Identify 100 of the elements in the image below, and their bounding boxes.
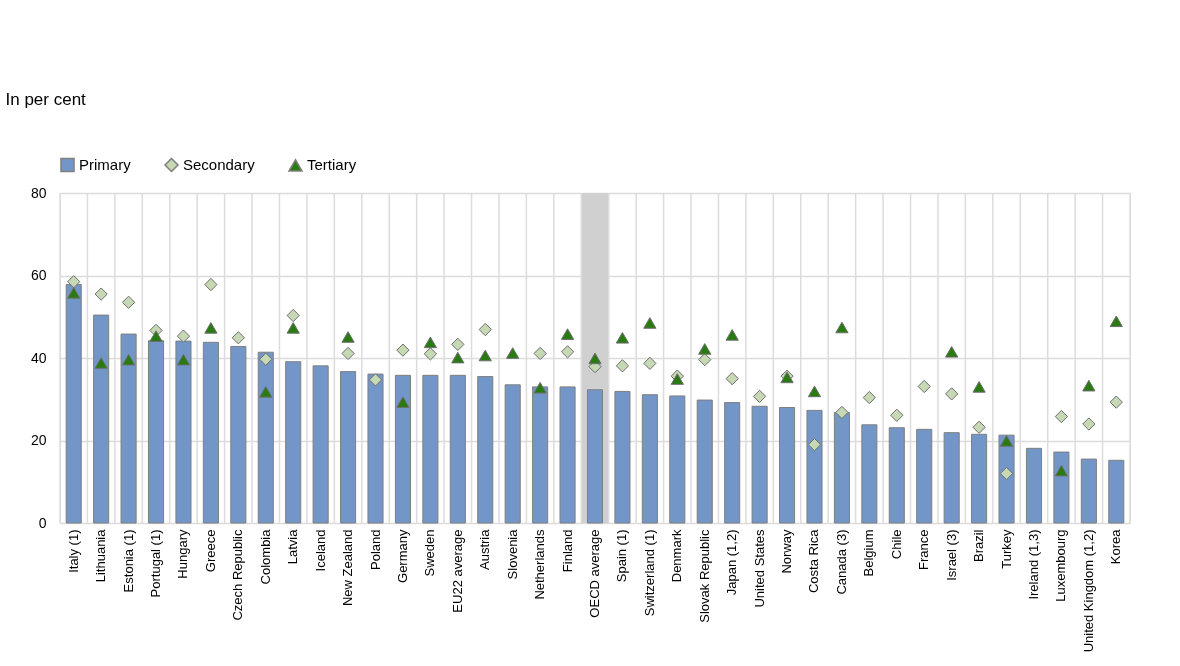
point bbox=[752, 389, 767, 403]
point bbox=[643, 317, 657, 329]
x-tick-label: OECD average bbox=[587, 529, 602, 618]
bar bbox=[285, 361, 302, 524]
x-tick-label: Turkey bbox=[998, 529, 1014, 569]
y-tick-label: 60 bbox=[30, 267, 47, 283]
bar bbox=[202, 341, 219, 524]
point bbox=[423, 347, 438, 361]
legend-label: Primary bbox=[79, 155, 132, 173]
x-tick-label: Iceland bbox=[312, 529, 328, 572]
point bbox=[725, 372, 739, 386]
point bbox=[1054, 464, 1069, 477]
bar bbox=[1025, 447, 1043, 524]
x-tick-label: United Kingdom (1,2) bbox=[1080, 529, 1096, 653]
bar bbox=[93, 314, 110, 524]
point bbox=[698, 353, 712, 367]
point bbox=[149, 330, 163, 342]
x-tick-label: Colombia bbox=[257, 528, 273, 585]
bar bbox=[806, 409, 823, 524]
x-tick-label: Portugal (1) bbox=[148, 529, 164, 598]
y-tick-label: 40 bbox=[30, 349, 47, 366]
bar bbox=[888, 427, 905, 524]
bar bbox=[943, 432, 960, 524]
point bbox=[890, 408, 904, 422]
bar bbox=[1080, 458, 1097, 524]
point bbox=[286, 322, 300, 334]
point bbox=[341, 331, 355, 343]
x-tick-label: Brazil bbox=[971, 529, 987, 563]
bar bbox=[504, 384, 521, 524]
bar bbox=[230, 345, 247, 524]
x-tick-label: Canada (3) bbox=[833, 529, 849, 595]
y-tick-label: 20 bbox=[30, 432, 47, 448]
bar bbox=[257, 351, 274, 524]
bar bbox=[586, 389, 604, 524]
bar bbox=[367, 373, 384, 524]
bar bbox=[669, 395, 686, 524]
point bbox=[835, 321, 849, 334]
point bbox=[917, 379, 931, 394]
point bbox=[121, 295, 136, 309]
x-tick-label: Belgium bbox=[861, 529, 877, 577]
x-tick-label: Norway bbox=[779, 529, 795, 574]
point bbox=[807, 438, 822, 452]
y-axis-title: In per cent bbox=[5, 89, 87, 109]
x-tick-label: Czech Republic bbox=[230, 529, 246, 621]
x-tick-label: Japan (1,2) bbox=[724, 529, 740, 596]
bar bbox=[696, 399, 713, 524]
bar bbox=[916, 428, 933, 524]
bar bbox=[147, 340, 165, 524]
x-tick-label: Ireland (1,3) bbox=[1025, 529, 1041, 600]
x-tick-label: United States bbox=[751, 529, 767, 608]
x-tick-label: Hungary bbox=[175, 529, 191, 579]
x-tick-label: Costa Rica bbox=[806, 528, 822, 594]
point bbox=[94, 357, 108, 369]
point bbox=[999, 466, 1014, 481]
point bbox=[1082, 379, 1096, 392]
point bbox=[615, 331, 630, 344]
bar bbox=[861, 424, 878, 524]
x-tick-label: Sweden bbox=[422, 529, 438, 577]
point bbox=[341, 346, 355, 361]
point bbox=[560, 328, 575, 340]
point bbox=[1054, 409, 1069, 424]
x-tick-label: Germany bbox=[394, 529, 410, 583]
point bbox=[423, 336, 438, 349]
bar bbox=[312, 365, 329, 524]
x-tick-label: New Zealand bbox=[340, 529, 356, 607]
x-tick-label: Lithuania bbox=[93, 528, 109, 583]
point bbox=[204, 277, 218, 292]
x-tick-label: EU22 average bbox=[449, 529, 465, 613]
point bbox=[945, 346, 959, 358]
point bbox=[533, 381, 547, 394]
point bbox=[1082, 417, 1096, 431]
x-tick-label: Slovenia bbox=[504, 528, 520, 580]
legend-label: Secondary bbox=[183, 155, 256, 173]
point bbox=[643, 356, 657, 370]
point bbox=[698, 343, 712, 355]
bar bbox=[422, 374, 439, 524]
x-tick-label: Luxembourg bbox=[1053, 529, 1069, 602]
point bbox=[945, 387, 959, 401]
x-tick-label: Israel (3) bbox=[943, 529, 959, 581]
point bbox=[259, 386, 273, 398]
point bbox=[478, 349, 492, 362]
point bbox=[94, 287, 108, 301]
x-tick-label: Greece bbox=[202, 529, 218, 573]
x-tick-label: Poland bbox=[367, 529, 383, 570]
bar bbox=[65, 284, 82, 524]
point bbox=[231, 331, 245, 345]
point bbox=[533, 346, 547, 361]
point bbox=[1109, 395, 1123, 409]
point bbox=[725, 329, 739, 341]
x-tick-label: Estonia (1) bbox=[120, 529, 136, 593]
point bbox=[615, 359, 630, 373]
point bbox=[972, 381, 986, 393]
bar bbox=[779, 407, 796, 524]
point bbox=[396, 343, 410, 357]
x-tick-label: France bbox=[916, 529, 932, 570]
point bbox=[451, 337, 465, 352]
point bbox=[999, 435, 1014, 447]
point bbox=[478, 322, 492, 337]
bar bbox=[1053, 451, 1070, 524]
point bbox=[121, 353, 136, 366]
